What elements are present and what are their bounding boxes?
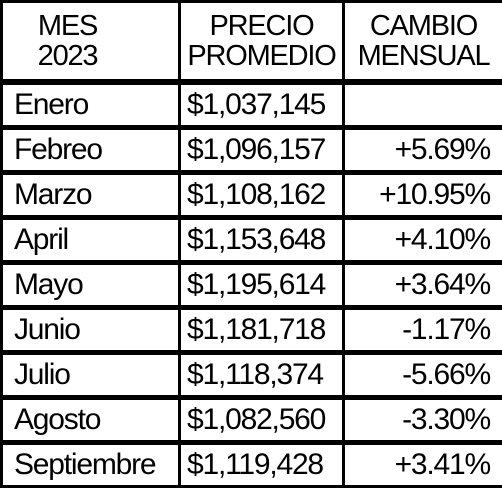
- month-cell: Mayo: [2, 263, 180, 308]
- change-cell: +10.95%: [344, 173, 502, 218]
- price-cell: $1,118,374: [180, 353, 344, 398]
- table-row: Julio $1,118,374 -5.66%: [2, 353, 502, 398]
- table-row: Agosto $1,082,560 -3.30%: [2, 398, 502, 443]
- table-row: Septiembre $1,119,428 +3.41%: [2, 443, 502, 487]
- change-cell: +5.69%: [344, 128, 502, 173]
- header-month: MES 2023: [2, 2, 180, 83]
- price-cell: $1,181,718: [180, 308, 344, 353]
- price-cell: $1,096,157: [180, 128, 344, 173]
- table-row: Junio $1,181,718 -1.17%: [2, 308, 502, 353]
- table-row: Marzo $1,108,162 +10.95%: [2, 173, 502, 218]
- header-change-line2: MENSUAL: [345, 41, 502, 71]
- month-cell: April: [2, 218, 180, 263]
- header-change: CAMBIO MENSUAL: [344, 2, 502, 83]
- price-cell: $1,153,648: [180, 218, 344, 263]
- price-cell: $1,119,428: [180, 443, 344, 487]
- table-row: April $1,153,648 +4.10%: [2, 218, 502, 263]
- header-month-line2: 2023: [3, 41, 132, 71]
- change-cell: +3.41%: [344, 443, 502, 487]
- month-cell: Septiembre: [2, 443, 180, 487]
- month-cell: Junio: [2, 308, 180, 353]
- header-month-line1: MES: [3, 11, 132, 41]
- table-header-row: MES 2023 PRECIO PROMEDIO CAMBIO MENSUAL: [2, 2, 502, 83]
- header-price-line1: PRECIO: [181, 11, 342, 41]
- table-row: Febreo $1,096,157 +5.69%: [2, 128, 502, 173]
- month-cell: Agosto: [2, 398, 180, 443]
- change-cell: +4.10%: [344, 218, 502, 263]
- table-row: Enero $1,037,145: [2, 82, 502, 128]
- change-cell: +3.64%: [344, 263, 502, 308]
- price-cell: $1,108,162: [180, 173, 344, 218]
- header-price-line2: PROMEDIO: [181, 41, 342, 71]
- change-cell: [344, 82, 502, 128]
- month-cell: Marzo: [2, 173, 180, 218]
- month-cell: Febreo: [2, 128, 180, 173]
- change-cell: -3.30%: [344, 398, 502, 443]
- month-cell: Julio: [2, 353, 180, 398]
- header-change-line1: CAMBIO: [345, 11, 502, 41]
- change-cell: -5.66%: [344, 353, 502, 398]
- price-cell: $1,082,560: [180, 398, 344, 443]
- price-cell: $1,037,145: [180, 82, 344, 128]
- header-price: PRECIO PROMEDIO: [180, 2, 344, 83]
- table-row: Mayo $1,195,614 +3.64%: [2, 263, 502, 308]
- month-cell: Enero: [2, 82, 180, 128]
- change-cell: -1.17%: [344, 308, 502, 353]
- price-cell: $1,195,614: [180, 263, 344, 308]
